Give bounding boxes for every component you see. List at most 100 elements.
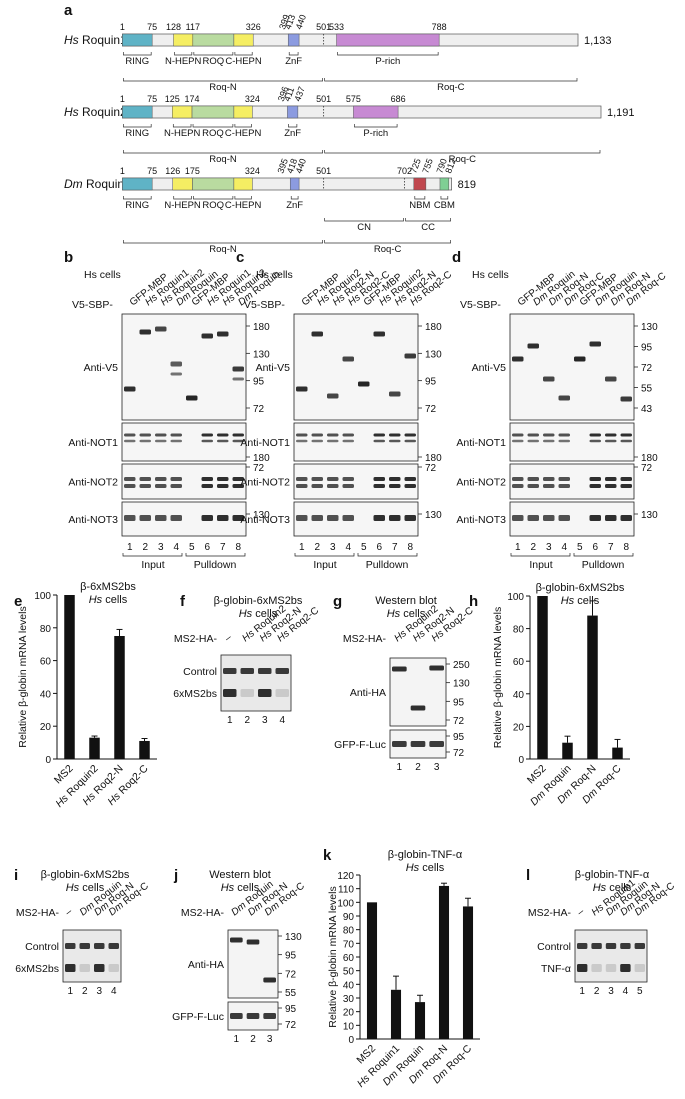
blot-band — [139, 515, 151, 521]
blot-band — [232, 433, 244, 437]
y-tick-label: 80 — [343, 926, 355, 937]
domain-nbm — [413, 177, 427, 191]
blot-band — [373, 515, 385, 521]
blot-band — [358, 381, 370, 387]
blot-band — [634, 964, 645, 972]
bar — [462, 906, 474, 1039]
blot-band — [124, 477, 136, 481]
lane-number: 7 — [608, 542, 614, 553]
y-tick-label: 70 — [343, 939, 355, 950]
residue-number: 501 — [316, 94, 331, 104]
blot-membrane — [293, 313, 419, 421]
blot-band — [217, 484, 229, 488]
blot-band — [558, 439, 570, 443]
lane-number: 1 — [234, 1034, 240, 1045]
domain-hepn — [233, 105, 253, 119]
domain-ring — [122, 105, 153, 119]
blot-band — [246, 939, 260, 945]
marker-label: 72 — [425, 404, 437, 415]
blot-band — [296, 477, 308, 481]
domain-bracket — [234, 52, 253, 56]
construct-prefix: V5-SBP- — [72, 299, 113, 311]
residue-number: 533 — [329, 22, 344, 32]
group-label: Pulldown — [582, 559, 625, 571]
blot-band — [404, 477, 416, 481]
residue-number: 790 — [434, 157, 449, 175]
residue-number: 418 — [285, 157, 300, 175]
domain-bracket — [193, 196, 234, 200]
domain-label: N-HEPN — [165, 56, 202, 67]
blot-band — [170, 515, 182, 521]
blot-band — [217, 477, 229, 481]
blot-band — [124, 386, 136, 392]
lane-number: 2 — [530, 542, 536, 553]
lane-number: 1 — [67, 986, 73, 997]
lane-number: 2 — [415, 762, 421, 773]
domain-label: ZnF — [284, 128, 301, 139]
blot-band — [232, 439, 244, 443]
domain-bracket — [234, 196, 252, 200]
marker-label: 95 — [641, 343, 653, 354]
domain-roq — [192, 33, 235, 47]
panel-letter-a: a — [64, 2, 73, 19]
blot-band — [311, 484, 323, 488]
y-axis-label: Relative β-globin mRNA levels — [492, 607, 504, 748]
blot-band — [232, 515, 244, 521]
bar — [89, 737, 100, 759]
bar — [587, 615, 598, 759]
blot-band — [620, 396, 632, 402]
y-tick-label: 20 — [343, 1008, 355, 1019]
blot-band — [170, 433, 182, 437]
lane-number: 5 — [361, 542, 367, 553]
lane-number: 3 — [330, 542, 336, 553]
chart-title: β-globin-TNF-α — [388, 849, 463, 861]
domain-bracket — [288, 52, 299, 56]
blot-band — [543, 477, 555, 481]
blot-antibody-label: Anti-NOT3 — [456, 514, 506, 526]
blot-band — [201, 477, 213, 481]
blot-antibody-label: Anti-NOT3 — [68, 514, 118, 526]
blot-antibody-label: Anti-HA — [350, 687, 386, 699]
blot-band — [404, 433, 416, 437]
lane-number: 5 — [577, 542, 583, 553]
domain-bracket — [337, 52, 439, 56]
region-label: Roq-N — [209, 154, 237, 165]
blot-band — [201, 515, 213, 521]
blot-band — [527, 439, 539, 443]
construct-prefix: V5-SBP- — [244, 299, 285, 311]
blot-band — [327, 484, 339, 488]
y-axis-label: Relative β-globin mRNA levels — [17, 606, 29, 747]
blot-band — [620, 515, 632, 521]
chart-k: k β-globin-TNF-αHs cells 0 10 20 30 40 50 60 70 80… — [323, 847, 480, 1090]
blot-band — [543, 515, 555, 521]
y-tick-label: 60 — [513, 657, 525, 668]
blot-band — [217, 439, 229, 443]
residue-number: 128 — [166, 22, 181, 32]
domain-label: RING — [125, 128, 149, 139]
lane-number: 2 — [244, 715, 250, 726]
group-bracket — [357, 553, 418, 557]
blot-band — [558, 395, 570, 401]
blot-band — [605, 376, 617, 382]
blot-band — [275, 668, 289, 674]
marker-label: 180 — [425, 322, 442, 333]
subregion-label: CC — [421, 222, 435, 233]
blot-antibody-label: Anti-NOT1 — [240, 437, 290, 449]
blot-band — [512, 477, 524, 481]
domain-p-rich — [336, 33, 440, 47]
residue-number: 725 — [408, 157, 423, 175]
residue-number: 686 — [391, 94, 406, 104]
protein-length: 819 — [458, 179, 476, 191]
blot-band — [246, 1013, 260, 1019]
lane-number: 3 — [267, 1034, 273, 1045]
residue-number: 411 — [282, 86, 296, 103]
residue-number: 1 — [120, 22, 125, 32]
blot-band — [574, 356, 586, 362]
domain-label: RING — [125, 200, 149, 211]
region-label: Roq-C — [449, 154, 477, 165]
domain-ring — [122, 177, 153, 191]
residue-number: 324 — [245, 94, 260, 104]
marker-label: 130 — [253, 510, 270, 521]
